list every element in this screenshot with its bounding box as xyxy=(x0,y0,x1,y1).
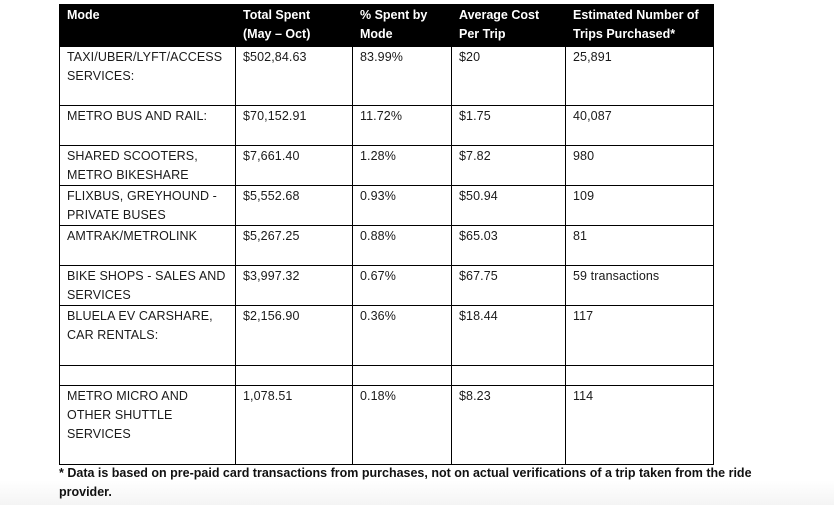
cell-total-spent: $5,552.68 xyxy=(235,185,353,226)
cell-trips: 980 xyxy=(565,145,714,186)
table-row: BLUELA EV CARSHARE, CAR RENTALS: $2,156.… xyxy=(59,305,714,366)
cell-avg-cost: $65.03 xyxy=(451,225,566,266)
header-total-spent: Total Spent (May – Oct) xyxy=(235,4,353,47)
cell-mode: FLIXBUS, GREYHOUND - PRIVATE BUSES xyxy=(59,185,236,226)
cell-total-spent: $70,152.91 xyxy=(235,105,353,146)
cell-avg-cost: $7.82 xyxy=(451,145,566,186)
cell-mode: METRO BUS AND RAIL: xyxy=(59,105,236,146)
cell-total-spent: 1,078.51 xyxy=(235,385,353,465)
table-row: METRO MICRO AND OTHER SHUTTLE SERVICES 1… xyxy=(59,385,714,465)
cell-total-spent xyxy=(235,365,353,386)
cell-total-spent: $7,661.40 xyxy=(235,145,353,186)
cell-percent: 0.88% xyxy=(352,225,452,266)
cell-total-spent: $3,997.32 xyxy=(235,265,353,306)
cell-avg-cost: $50.94 xyxy=(451,185,566,226)
table-row: BIKE SHOPS - SALES AND SERVICES $3,997.3… xyxy=(59,265,714,306)
cell-percent: 1.28% xyxy=(352,145,452,186)
cell-avg-cost: $20 xyxy=(451,46,566,106)
table-row-empty xyxy=(59,365,714,386)
cell-mode: METRO MICRO AND OTHER SHUTTLE SERVICES xyxy=(59,385,236,465)
cell-mode xyxy=(59,365,236,386)
cell-trips: 59 transactions xyxy=(565,265,714,306)
cell-avg-cost: $67.75 xyxy=(451,265,566,306)
table-row: SHARED SCOOTERS, METRO BIKESHARE $7,661.… xyxy=(59,145,714,186)
cell-percent: 83.99% xyxy=(352,46,452,106)
cell-trips: 81 xyxy=(565,225,714,266)
cell-avg-cost xyxy=(451,365,566,386)
cell-trips: 40,087 xyxy=(565,105,714,146)
cell-mode: AMTRAK/METROLINK xyxy=(59,225,236,266)
header-estimated-trips: Estimated Number of Trips Purchased* xyxy=(565,4,714,47)
cell-percent: 11.72% xyxy=(352,105,452,146)
cell-mode: SHARED SCOOTERS, METRO BIKESHARE xyxy=(59,145,236,186)
table-row: FLIXBUS, GREYHOUND - PRIVATE BUSES $5,55… xyxy=(59,185,714,226)
cell-avg-cost: $18.44 xyxy=(451,305,566,366)
footnote: * Data is based on pre-paid card transac… xyxy=(59,466,752,499)
transit-spending-table: Mode Total Spent (May – Oct) % Spent by Mo… xyxy=(59,4,714,465)
cell-avg-cost: $1.75 xyxy=(451,105,566,146)
cell-avg-cost: $8.23 xyxy=(451,385,566,465)
cell-percent: 0.18% xyxy=(352,385,452,465)
cell-trips: 109 xyxy=(565,185,714,226)
cell-percent: 0.36% xyxy=(352,305,452,366)
cell-mode: BLUELA EV CARSHARE, CAR RENTALS: xyxy=(59,305,236,366)
header-mode: Mode xyxy=(59,4,236,47)
cell-percent: 0.67% xyxy=(352,265,452,306)
header-row: Mode Total Spent (May – Oct) % Spent by Mo… xyxy=(59,4,714,47)
cell-trips: 114 xyxy=(565,385,714,465)
cell-trips: 25,891 xyxy=(565,46,714,106)
header-percent-spent: % Spent by Mode xyxy=(352,4,452,47)
cell-total-spent: $502,84.63 xyxy=(235,46,353,106)
cell-percent xyxy=(352,365,452,386)
cell-trips: 117 xyxy=(565,305,714,366)
cell-mode: BIKE SHOPS - SALES AND SERVICES xyxy=(59,265,236,306)
table-row: TAXI/UBER/LYFT/ACCESS SERVICES: $502,84.… xyxy=(59,46,714,106)
table-row: METRO BUS AND RAIL: $70,152.91 11.72% $1… xyxy=(59,105,714,146)
top-strip xyxy=(0,0,834,4)
cell-total-spent: $2,156.90 xyxy=(235,305,353,366)
cell-percent: 0.93% xyxy=(352,185,452,226)
header-average-cost: Average Cost Per Trip xyxy=(451,4,566,47)
cell-mode: TAXI/UBER/LYFT/ACCESS SERVICES: xyxy=(59,46,236,106)
cell-trips xyxy=(565,365,714,386)
table-row: AMTRAK/METROLINK $5,267.25 0.88% $65.03 … xyxy=(59,225,714,266)
cell-total-spent: $5,267.25 xyxy=(235,225,353,266)
